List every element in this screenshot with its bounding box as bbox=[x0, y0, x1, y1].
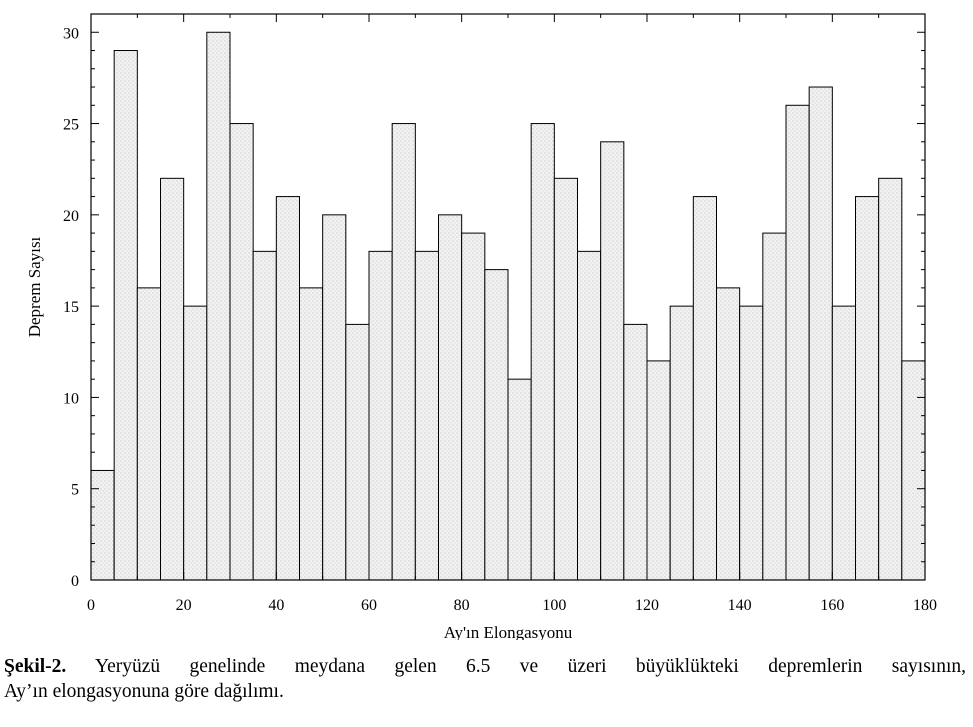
bar bbox=[692, 196, 717, 581]
histogram-chart: 0 20 40 60 80 100 120 140 160 180 0 5 10 15 20 25 30 Ay'… bbox=[25, 13, 937, 640]
figure-caption: Şekil-2. Yeryüzü genelinde meydana gelen… bbox=[4, 654, 966, 704]
bar bbox=[160, 177, 185, 581]
bar bbox=[553, 177, 578, 581]
bar bbox=[206, 31, 231, 581]
bar bbox=[577, 250, 602, 581]
y-tick-label: 0 bbox=[71, 573, 79, 590]
x-tick-label: 100 bbox=[542, 597, 566, 614]
caption-label: Şekil-2. bbox=[4, 656, 67, 677]
bar bbox=[414, 250, 440, 581]
bar bbox=[762, 232, 787, 581]
bar bbox=[183, 305, 208, 581]
bar bbox=[878, 177, 903, 581]
x-tick-label: 120 bbox=[635, 597, 659, 614]
x-tick-label: 40 bbox=[268, 597, 284, 614]
bar bbox=[600, 141, 625, 581]
bar bbox=[229, 123, 254, 581]
bar bbox=[299, 287, 324, 581]
bar bbox=[785, 104, 810, 581]
y-tick-label: 5 bbox=[71, 482, 79, 499]
bar bbox=[623, 323, 648, 581]
bar bbox=[438, 214, 463, 581]
bar bbox=[484, 269, 509, 581]
x-tick-label: 160 bbox=[820, 597, 844, 614]
y-tick-label: 10 bbox=[63, 390, 79, 407]
x-tick-label: 140 bbox=[728, 597, 752, 614]
bar bbox=[391, 123, 416, 581]
y-tick-label: 30 bbox=[63, 25, 79, 42]
x-tick-label: 60 bbox=[361, 597, 377, 614]
x-tick-label: 180 bbox=[913, 597, 937, 614]
bar bbox=[322, 214, 347, 581]
bars bbox=[90, 31, 926, 581]
caption-text-1: Yeryüzü genelinde meydana gelen 6.5 ve ü… bbox=[94, 656, 967, 677]
bar bbox=[831, 305, 856, 581]
y-tick-label: 15 bbox=[63, 299, 79, 316]
caption-line-1: Şekil-2. Yeryüzü genelinde meydana gelen… bbox=[4, 654, 966, 679]
bar bbox=[252, 250, 277, 581]
axis-ticks: 0 20 40 60 80 100 120 140 160 180 0 5 10 15 20 25 30 bbox=[63, 14, 937, 614]
bar bbox=[136, 287, 161, 581]
caption-line-2: Ay’ın elongasyonuna göre dağılımı. bbox=[4, 681, 284, 702]
bar bbox=[646, 360, 671, 581]
bar bbox=[507, 378, 532, 581]
bar bbox=[716, 287, 741, 581]
bar bbox=[855, 196, 880, 581]
x-tick-label: 20 bbox=[176, 597, 192, 614]
bar bbox=[530, 123, 555, 581]
bar bbox=[808, 86, 833, 581]
bar bbox=[461, 232, 486, 581]
bar bbox=[368, 250, 393, 581]
x-tick-label: 80 bbox=[454, 597, 470, 614]
bar bbox=[275, 196, 301, 581]
bar bbox=[113, 50, 138, 581]
bar bbox=[739, 305, 764, 581]
x-tick-label: 0 bbox=[87, 597, 95, 614]
y-tick-label: 20 bbox=[63, 208, 79, 225]
y-axis-label: Deprem Sayısı bbox=[25, 236, 44, 337]
y-tick-label: 25 bbox=[63, 117, 79, 134]
bar bbox=[669, 305, 694, 581]
bar bbox=[345, 323, 370, 581]
x-axis-label: Ay'ın Elongasyonu bbox=[444, 623, 573, 640]
